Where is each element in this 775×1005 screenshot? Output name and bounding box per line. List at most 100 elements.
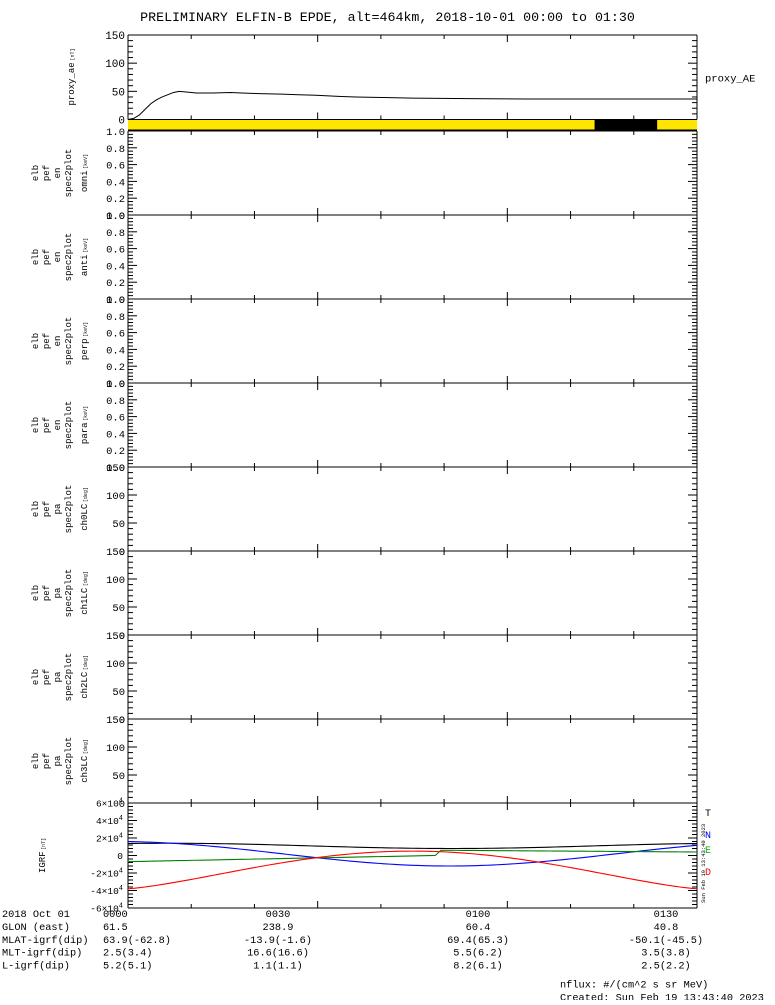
svg-text:150: 150 [106,715,125,727]
svg-text:0.2: 0.2 [106,194,125,206]
svg-text:[deg]: [deg] [83,487,89,502]
svg-text:proxy_AE: proxy_AE [705,73,755,85]
svg-text:pa: pa [53,503,63,514]
svg-text:PRELIMINARY ELFIN-B EPDE, alt=: PRELIMINARY ELFIN-B EPDE, alt=464km, 201… [140,10,635,25]
svg-text:50: 50 [112,687,125,699]
svg-text:238.9: 238.9 [263,922,294,934]
svg-text:-50.1(-45.5): -50.1(-45.5) [629,935,703,947]
svg-text:0130: 0130 [654,909,679,921]
svg-text:1.1(1.1): 1.1(1.1) [253,961,302,973]
svg-text:perp: perp [80,338,90,360]
svg-text:[deg]: [deg] [83,739,89,754]
svg-text:spec2plot: spec2plot [64,149,74,198]
svg-text:en: en [53,336,63,347]
svg-text:spec2plot: spec2plot [64,401,74,450]
svg-text:Sun Feb 19 13:43:40 2023: Sun Feb 19 13:43:40 2023 [700,824,707,903]
svg-text:spec2plot: spec2plot [64,737,74,786]
svg-text:0.6: 0.6 [106,413,125,425]
svg-text:50: 50 [112,87,125,99]
svg-text:50: 50 [112,519,125,531]
svg-text:100: 100 [106,659,125,671]
svg-text:omni: omni [80,170,90,192]
svg-text:0.8: 0.8 [106,144,125,156]
svg-text:elb: elb [31,417,41,433]
svg-text:spec2plot: spec2plot [64,317,74,366]
svg-text:ch2LC: ch2LC [80,671,90,699]
svg-text:0.4: 0.4 [106,345,125,357]
svg-text:en: en [53,420,63,431]
svg-text:elb: elb [31,165,41,181]
svg-text:0.6: 0.6 [106,329,125,341]
svg-text:2.5(2.2): 2.5(2.2) [641,961,690,973]
svg-text:elb: elb [31,753,41,769]
svg-text:0.4: 0.4 [106,429,125,441]
svg-text:ch1LC: ch1LC [80,587,90,615]
svg-text:MLT-igrf(dip): MLT-igrf(dip) [2,948,82,960]
svg-text:5.5(6.2): 5.5(6.2) [453,948,502,960]
svg-text:L-igrf(dip): L-igrf(dip) [2,961,70,973]
svg-text:ch0LC: ch0LC [80,503,90,531]
svg-text:3.5(3.8): 3.5(3.8) [641,948,690,960]
svg-text:50: 50 [112,603,125,615]
svg-text:-13.9(-1.6): -13.9(-1.6) [244,935,312,947]
svg-text:[nT]: [nT] [70,48,76,60]
svg-text:pa: pa [53,671,63,682]
svg-text:pef: pef [42,669,52,685]
svg-text:IGRF: IGRF [38,851,48,873]
svg-text:1.0: 1.0 [106,295,125,307]
svg-text:0.6: 0.6 [106,245,125,257]
svg-text:0.8: 0.8 [106,396,125,408]
svg-text:pef: pef [42,249,52,265]
svg-text:pef: pef [42,753,52,769]
svg-text:[keV]: [keV] [83,238,89,253]
svg-text:[deg]: [deg] [83,571,89,586]
svg-text:en: en [53,252,63,263]
svg-text:elb: elb [31,585,41,601]
svg-text:pa: pa [53,587,63,598]
svg-text:61.5: 61.5 [103,922,128,934]
svg-text:GLON (east): GLON (east) [2,922,70,934]
svg-text:1.0: 1.0 [106,211,125,223]
svg-text:pef: pef [42,417,52,433]
svg-text:-2×104: -2×104 [90,868,123,880]
svg-text:en: en [53,168,63,179]
svg-text:proxy_ae: proxy_ae [67,62,77,105]
svg-text:100: 100 [106,491,125,503]
svg-text:8.2(6.1): 8.2(6.1) [453,961,502,973]
svg-text:spec2plot: spec2plot [64,233,74,282]
svg-text:5.2(5.1): 5.2(5.1) [103,961,152,973]
svg-text:0: 0 [118,116,125,128]
svg-text:MLAT-igrf(dip): MLAT-igrf(dip) [2,935,89,947]
svg-text:[nT]: [nT] [41,838,47,850]
svg-text:50: 50 [112,771,125,783]
svg-text:elb: elb [31,501,41,517]
svg-text:pef: pef [42,501,52,517]
svg-text:0.6: 0.6 [106,161,125,173]
svg-text:0000: 0000 [103,909,128,921]
svg-text:100: 100 [106,743,125,755]
svg-text:anti: anti [80,254,90,276]
svg-text:16.6(16.6): 16.6(16.6) [247,948,309,960]
svg-text:0.2: 0.2 [106,278,125,290]
svg-text:150: 150 [106,631,125,643]
svg-text:0100: 0100 [466,909,491,921]
svg-text:0.2: 0.2 [106,362,125,374]
svg-text:150: 150 [105,31,125,43]
svg-text:[keV]: [keV] [83,406,89,421]
svg-text:[keV]: [keV] [83,322,89,337]
svg-text:0: 0 [117,851,123,862]
svg-text:1.0: 1.0 [106,379,125,391]
svg-text:0.2: 0.2 [106,446,125,458]
svg-text:pef: pef [42,165,52,181]
svg-text:spec2plot: spec2plot [64,653,74,702]
svg-text:2.5(3.4): 2.5(3.4) [103,948,152,960]
svg-text:T: T [705,809,711,820]
svg-text:elb: elb [31,669,41,685]
svg-text:0.8: 0.8 [106,228,125,240]
svg-text:ch3LC: ch3LC [80,755,90,783]
svg-text:para: para [80,422,90,444]
svg-text:spec2plot: spec2plot [64,485,74,534]
svg-text:150: 150 [106,547,125,559]
svg-text:1.0: 1.0 [106,127,125,139]
svg-text:pa: pa [53,755,63,766]
